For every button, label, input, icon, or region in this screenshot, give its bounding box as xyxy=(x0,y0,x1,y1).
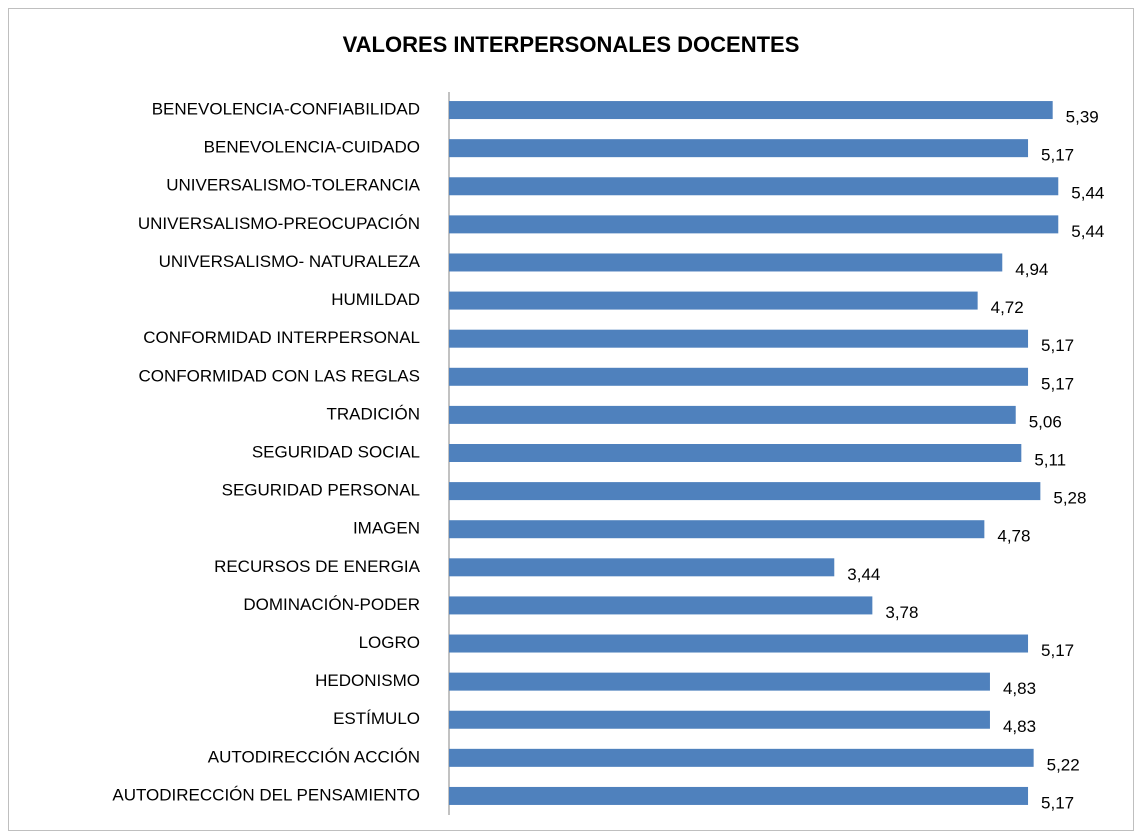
category-label: IMAGEN xyxy=(353,519,420,538)
value-label: 5,17 xyxy=(1041,146,1074,165)
value-label: 5,06 xyxy=(1029,412,1062,431)
value-label: 5,17 xyxy=(1041,641,1074,660)
category-label: UNIVERSALISMO- NATURALEZA xyxy=(159,252,421,271)
value-label: 5,11 xyxy=(1034,450,1066,469)
bar xyxy=(449,215,1059,234)
value-label: 5,44 xyxy=(1071,184,1104,203)
value-label: 5,17 xyxy=(1041,793,1074,812)
category-label: ESTÍMULO xyxy=(333,709,420,728)
category-label: BENEVOLENCIA-CUIDADO xyxy=(204,138,420,157)
bar xyxy=(449,482,1041,501)
category-label: BENEVOLENCIA-CONFIABILIDAD xyxy=(152,100,420,119)
bar xyxy=(449,558,835,577)
bar xyxy=(449,748,1034,767)
bar xyxy=(449,596,873,615)
value-label: 5,44 xyxy=(1071,222,1104,241)
bar xyxy=(449,291,978,310)
value-label: 3,78 xyxy=(885,603,918,622)
category-label: UNIVERSALISMO-TOLERANCIA xyxy=(166,176,420,195)
bar xyxy=(449,367,1029,386)
bar xyxy=(449,786,1029,805)
value-label: 5,28 xyxy=(1053,489,1086,508)
category-label: CONFORMIDAD INTERPERSONAL xyxy=(143,328,420,347)
category-label: SEGURIDAD PERSONAL xyxy=(222,481,420,500)
value-label: 4,83 xyxy=(1003,717,1036,736)
category-label: SEGURIDAD SOCIAL xyxy=(252,442,420,461)
chart-title: VALORES INTERPERSONALES DOCENTES xyxy=(343,32,800,57)
bar xyxy=(449,329,1029,348)
bar xyxy=(449,405,1016,424)
value-label: 4,78 xyxy=(997,527,1030,546)
bar xyxy=(449,101,1053,120)
category-label: DOMINACIÓN-PODER xyxy=(243,595,420,614)
value-label: 4,72 xyxy=(991,298,1024,317)
category-label: UNIVERSALISMO-PREOCUPACIÓN xyxy=(138,214,420,233)
category-label: LOGRO xyxy=(359,633,420,652)
category-label: HEDONISMO xyxy=(315,671,420,690)
category-label: CONFORMIDAD CON LAS REGLAS xyxy=(139,366,421,385)
bar xyxy=(449,520,985,539)
bar xyxy=(449,177,1059,196)
bar xyxy=(449,139,1029,158)
value-label: 4,94 xyxy=(1015,260,1048,279)
bar xyxy=(449,672,990,691)
category-label: AUTODIRECCIÓN ACCIÓN xyxy=(208,747,420,766)
value-label: 5,17 xyxy=(1041,374,1074,393)
category-label: HUMILDAD xyxy=(331,290,420,309)
bar xyxy=(449,444,1022,462)
value-label: 5,39 xyxy=(1066,108,1099,127)
category-label: AUTODIRECCIÓN DEL PENSAMIENTO xyxy=(112,785,420,804)
bar xyxy=(449,710,990,729)
value-label: 5,17 xyxy=(1041,336,1074,355)
value-label: 5,22 xyxy=(1047,755,1080,774)
value-label: 3,44 xyxy=(847,565,880,584)
category-label: TRADICIÓN xyxy=(327,404,421,423)
value-label: 4,83 xyxy=(1003,679,1036,698)
bar xyxy=(449,253,1003,272)
category-label: RECURSOS DE ENERGIA xyxy=(214,557,421,576)
bar xyxy=(449,634,1029,653)
